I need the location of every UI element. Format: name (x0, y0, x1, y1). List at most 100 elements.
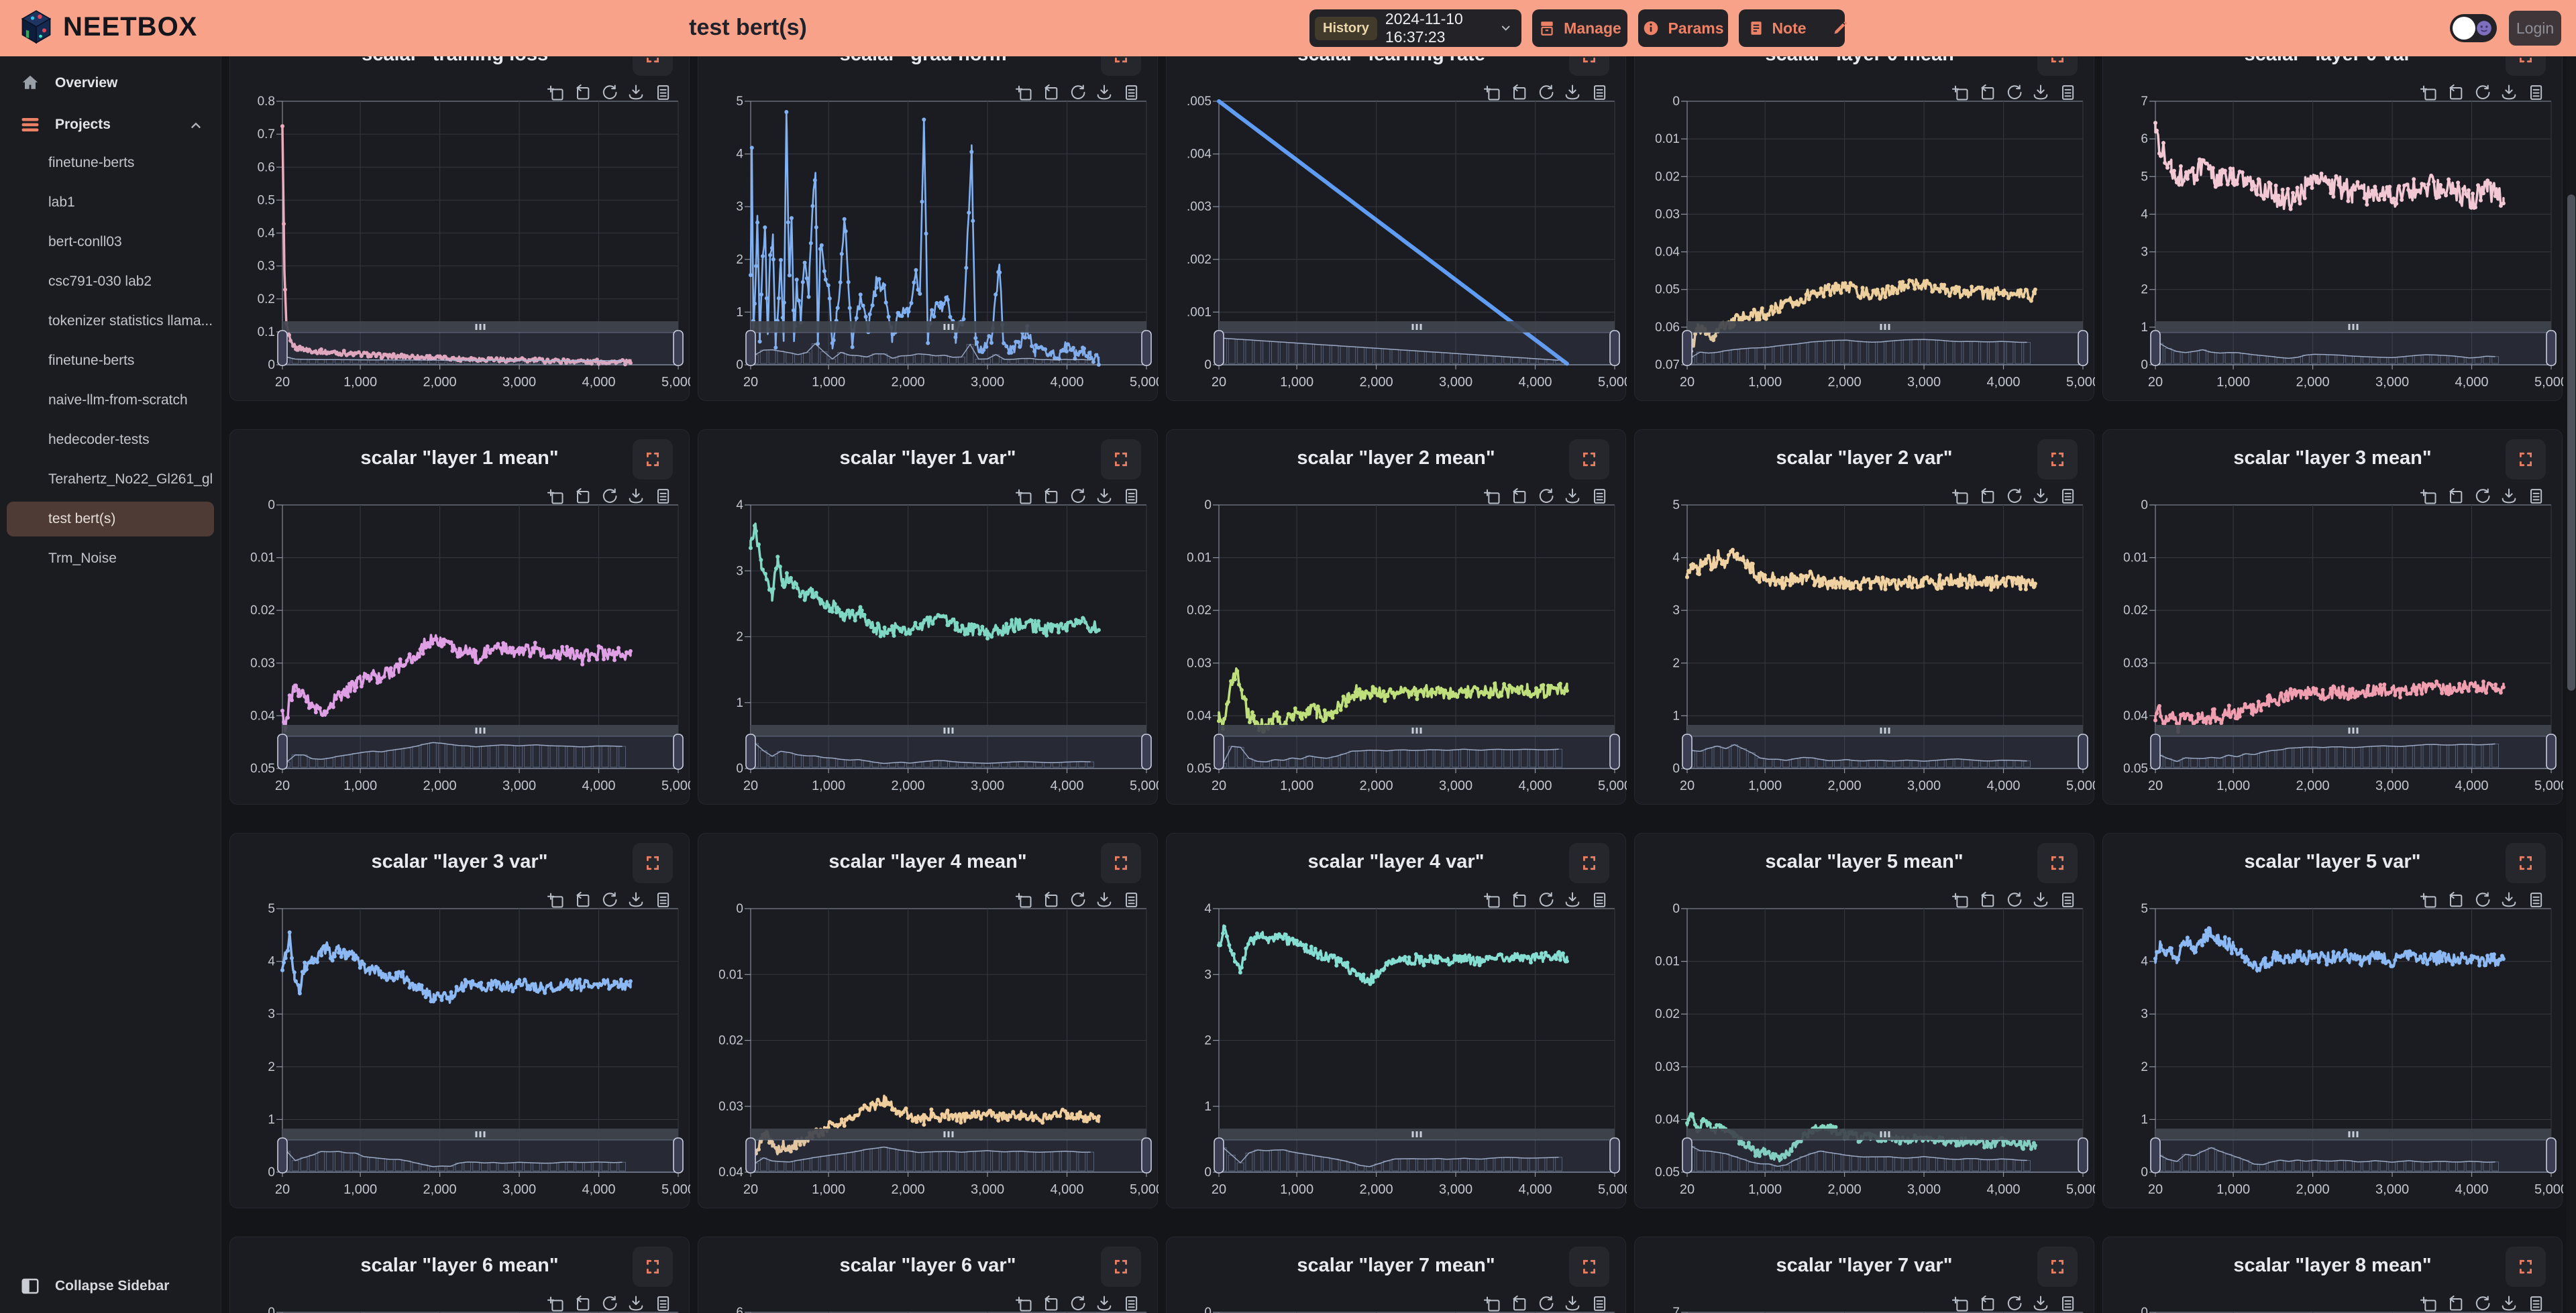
data-view-icon[interactable] (653, 82, 673, 103)
zoom-reset-icon[interactable] (1977, 1294, 1997, 1313)
datazoom-handle-right[interactable] (2078, 1137, 2088, 1174)
data-view-icon[interactable] (2526, 890, 2546, 910)
datazoom-slider[interactable] (1214, 725, 1620, 770)
datazoom-handle-left[interactable] (1682, 734, 1693, 770)
sidebar-item-project-0[interactable]: finetune-berts (48, 155, 135, 170)
chart-plot[interactable]: 5 4 3 2 1 020 1,000 2,000 3,000 4,000 5,000 (2103, 834, 2563, 1209)
fullscreen-button[interactable] (1101, 843, 1141, 883)
data-view-icon[interactable] (653, 1294, 673, 1313)
restore-icon[interactable] (1067, 890, 1087, 910)
box-zoom-icon[interactable] (1014, 486, 1034, 506)
data-view-icon[interactable] (1589, 890, 1609, 910)
zoom-reset-icon[interactable] (1509, 486, 1529, 506)
zoom-reset-icon[interactable] (2445, 82, 2465, 103)
save-image-icon[interactable] (1562, 486, 1582, 506)
datazoom-handle-left[interactable] (745, 1137, 756, 1174)
zoom-reset-icon[interactable] (2445, 1294, 2465, 1313)
chart-plot[interactable]: 0-0.01-0.02-0.03-0.04201,0002,0003,0004,… (1167, 1237, 1627, 1313)
sidebar-section-projects[interactable]: Projects (0, 109, 221, 141)
save-image-icon[interactable] (1094, 890, 1114, 910)
datazoom-slider[interactable] (277, 321, 684, 366)
params-button[interactable]: Params (1638, 9, 1728, 47)
data-view-icon[interactable] (2526, 1294, 2546, 1313)
save-image-icon[interactable] (2031, 1294, 2051, 1313)
box-zoom-icon[interactable] (1482, 82, 1502, 103)
data-view-icon[interactable] (2057, 890, 2078, 910)
restore-icon[interactable] (2472, 1294, 2492, 1313)
sidebar-item-project-7[interactable]: hedecoder-tests (48, 432, 150, 447)
sidebar-item-project-4[interactable]: tokenizer statistics llama... (48, 313, 213, 329)
fullscreen-button[interactable] (633, 1247, 673, 1287)
data-view-icon[interactable] (1589, 486, 1609, 506)
fullscreen-button[interactable] (2506, 439, 2546, 479)
datazoom-handle-left[interactable] (1214, 1137, 1224, 1174)
edit-note-button[interactable] (1832, 9, 1848, 47)
restore-icon[interactable] (599, 82, 619, 103)
box-zoom-icon[interactable] (2418, 82, 2438, 103)
zoom-reset-icon[interactable] (2445, 890, 2465, 910)
data-view-icon[interactable] (2526, 82, 2546, 103)
box-zoom-icon[interactable] (1482, 486, 1502, 506)
zoom-reset-icon[interactable] (1040, 486, 1061, 506)
data-view-icon[interactable] (1589, 82, 1609, 103)
restore-icon[interactable] (1536, 486, 1556, 506)
box-zoom-icon[interactable] (1482, 1294, 1502, 1313)
datazoom-handle-right[interactable] (1141, 330, 1152, 366)
save-image-icon[interactable] (2031, 486, 2051, 506)
restore-icon[interactable] (2004, 486, 2024, 506)
fullscreen-button[interactable] (1569, 843, 1609, 883)
zoom-reset-icon[interactable] (1509, 890, 1529, 910)
box-zoom-icon[interactable] (1482, 890, 1502, 910)
datazoom-handle-right[interactable] (673, 330, 684, 366)
zoom-reset-icon[interactable] (2445, 486, 2465, 506)
datazoom-handle-left[interactable] (277, 734, 288, 770)
datazoom-handle-right[interactable] (2546, 330, 2557, 366)
sidebar-item-project-5[interactable]: finetune-berts (48, 353, 135, 368)
history-select[interactable]: History 2024-11-10 16:37:23 (1309, 9, 1521, 47)
theme-toggle[interactable] (2450, 14, 2497, 42)
restore-icon[interactable] (1536, 890, 1556, 910)
zoom-reset-icon[interactable] (1977, 486, 1997, 506)
box-zoom-icon[interactable] (2418, 486, 2438, 506)
box-zoom-icon[interactable] (1014, 890, 1034, 910)
sidebar-item-project-6[interactable]: naive-llm-from-scratch (48, 392, 188, 408)
datazoom-slider[interactable] (1682, 1129, 2088, 1174)
datazoom-slider[interactable] (277, 1129, 684, 1174)
save-image-icon[interactable] (2499, 1294, 2519, 1313)
restore-icon[interactable] (2472, 890, 2492, 910)
save-image-icon[interactable] (626, 1294, 646, 1313)
save-image-icon[interactable] (626, 890, 646, 910)
datazoom-handle-right[interactable] (1141, 1137, 1152, 1174)
zoom-reset-icon[interactable] (1977, 890, 1997, 910)
restore-icon[interactable] (1067, 82, 1087, 103)
box-zoom-icon[interactable] (1014, 1294, 1034, 1313)
datazoom-slider[interactable] (2150, 725, 2557, 770)
chart-plot[interactable]: 5 4 3 2 1 020 1,000 2,000 3,000 4,000 5,000 (1635, 430, 2095, 805)
datazoom-handle-left[interactable] (277, 330, 288, 366)
datazoom-handle-right[interactable] (673, 1137, 684, 1174)
sidebar-item-project-3[interactable]: csc791-030 lab2 (48, 274, 152, 289)
zoom-reset-icon[interactable] (1040, 1294, 1061, 1313)
save-image-icon[interactable] (2499, 82, 2519, 103)
datazoom-handle-left[interactable] (1214, 330, 1224, 366)
sidebar-item-project-9[interactable]: test bert(s) (7, 502, 214, 536)
restore-icon[interactable] (1536, 1294, 1556, 1313)
fullscreen-button[interactable] (2037, 843, 2078, 883)
datazoom-slider[interactable] (1682, 321, 2088, 366)
save-image-icon[interactable] (1562, 1294, 1582, 1313)
save-image-icon[interactable] (2031, 82, 2051, 103)
fullscreen-button[interactable] (1101, 1247, 1141, 1287)
datazoom-slider[interactable] (2150, 1129, 2557, 1174)
chart-plot[interactable]: 7 6 5 4 3 2 1 020 1,000 2,000 3,000 4,000 5,000 (2103, 26, 2563, 402)
save-image-icon[interactable] (1094, 1294, 1114, 1313)
data-view-icon[interactable] (2526, 486, 2546, 506)
datazoom-handle-right[interactable] (2546, 734, 2557, 770)
restore-icon[interactable] (2004, 1294, 2024, 1313)
save-image-icon[interactable] (2031, 890, 2051, 910)
restore-icon[interactable] (1536, 82, 1556, 103)
datazoom-handle-right[interactable] (673, 734, 684, 770)
fullscreen-button[interactable] (1569, 1247, 1609, 1287)
chart-plot[interactable]: 5 4 3 2 1 020 1,000 2,000 3,000 4,000 5,000 (230, 834, 690, 1209)
